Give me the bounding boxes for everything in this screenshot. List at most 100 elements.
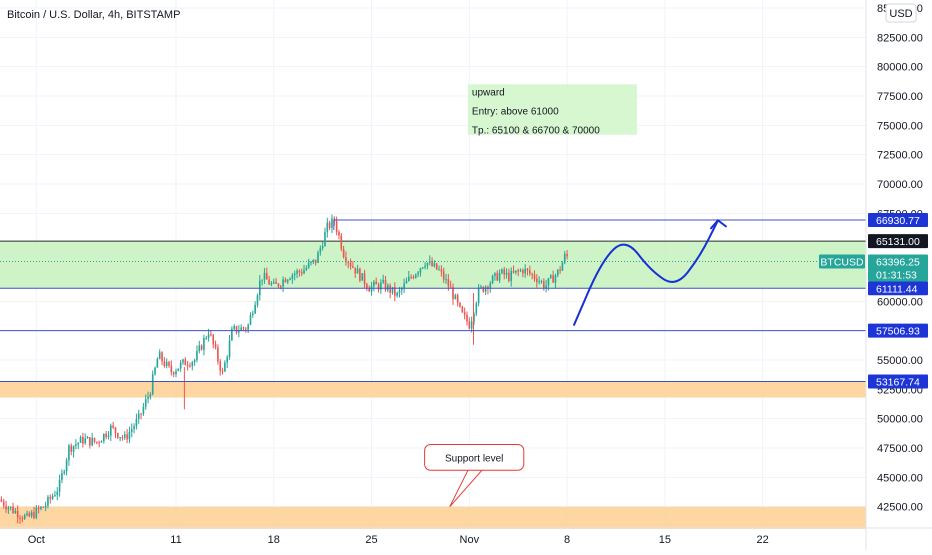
candle-body — [498, 273, 501, 281]
candle-body — [96, 441, 98, 443]
candle-body — [116, 433, 119, 438]
candle-body — [461, 306, 464, 313]
x-tick-label: 11 — [170, 534, 181, 546]
candle-body — [168, 361, 170, 366]
candle-body — [456, 295, 459, 303]
candle-body — [240, 327, 242, 331]
candle-body — [7, 507, 10, 510]
candle-body — [531, 273, 533, 275]
y-tick-label: 50000.00 — [877, 414, 923, 426]
candle-body — [161, 352, 163, 362]
candle-body — [384, 279, 387, 291]
candle-body — [501, 269, 503, 274]
candle-body — [175, 370, 177, 375]
candle-body — [459, 302, 461, 307]
candle-body — [305, 267, 308, 270]
orange-zone-lower — [0, 506, 866, 529]
note-box — [467, 84, 637, 135]
candle-body — [19, 517, 21, 519]
candle-body — [12, 506, 14, 513]
resistance-zone — [0, 241, 866, 289]
candle-body — [424, 265, 426, 268]
candle-body — [442, 271, 445, 280]
candle-body — [282, 279, 284, 287]
y-tick-label: 47500.00 — [877, 443, 923, 455]
candle-body — [182, 359, 184, 363]
candle-body — [58, 479, 61, 492]
candle-body — [26, 513, 28, 516]
x-tick-label: Nov — [460, 534, 480, 546]
candle-body — [545, 285, 547, 289]
candle-body — [158, 352, 161, 360]
candle-body — [449, 286, 452, 288]
candle-body — [293, 273, 296, 276]
candle-body — [475, 303, 478, 314]
candle-body — [317, 252, 319, 263]
candle-body — [559, 269, 561, 271]
candle-body — [165, 361, 168, 367]
candle-body — [238, 330, 240, 333]
candle-body — [245, 328, 247, 330]
candle-body — [549, 275, 552, 279]
candle-body — [119, 437, 121, 439]
candle-body — [16, 510, 19, 518]
y-tick-label: 72500.00 — [877, 150, 923, 162]
candle-body — [224, 362, 226, 372]
price-tag-61111-text: 61111.44 — [876, 283, 918, 295]
candle-body — [203, 338, 205, 350]
candle-body — [275, 282, 277, 284]
candle-body — [23, 515, 26, 519]
price-tag-53167-text: 53167.74 — [876, 376, 920, 388]
candle-body — [517, 270, 520, 272]
candle-body — [56, 491, 59, 496]
candle-body — [389, 285, 391, 293]
candle-body — [291, 275, 294, 279]
note-line: Entry: above 61000 — [472, 106, 559, 117]
candle-body — [128, 431, 131, 440]
currency-button-label[interactable]: USD — [889, 8, 912, 20]
candle-body — [410, 276, 412, 278]
candle-body — [387, 285, 389, 291]
currency-button-frame[interactable] — [885, 3, 917, 23]
candle-body — [366, 284, 368, 289]
candle-body — [186, 365, 189, 367]
candle-body — [235, 326, 238, 333]
candle-body — [563, 253, 566, 263]
candle-body — [268, 279, 270, 285]
candle-body — [40, 506, 42, 510]
candle-body — [121, 437, 124, 439]
x-tick-label: 22 — [757, 534, 769, 546]
candle-body — [296, 270, 298, 274]
candle-body — [421, 267, 424, 269]
candle-body — [407, 276, 410, 281]
candle-body — [398, 290, 401, 293]
price-tag-66930 — [868, 213, 928, 228]
candle-body — [177, 368, 180, 371]
candle-body — [9, 506, 12, 508]
candle-body — [375, 281, 378, 285]
candle-body — [363, 273, 366, 285]
currency-button[interactable]: USD — [885, 3, 917, 23]
candle-body — [342, 248, 345, 258]
note-line: Tp.: 65100 & 66700 & 70000 — [472, 125, 600, 136]
candle-body — [98, 442, 100, 444]
candle-body — [249, 315, 252, 325]
candle-body — [172, 372, 175, 375]
candle-body — [205, 337, 208, 339]
candle-body — [75, 444, 77, 446]
candle-body — [49, 496, 52, 499]
candle-body — [51, 496, 54, 499]
candle-body — [435, 263, 438, 270]
candle-body — [440, 269, 443, 272]
candle-body — [91, 437, 94, 446]
candle-body — [156, 359, 159, 368]
candle-body — [382, 279, 384, 283]
candle-body — [254, 304, 256, 314]
candle-body — [2, 501, 5, 506]
candle-body — [496, 272, 499, 281]
y-tick-label: 82500.00 — [877, 32, 923, 44]
candle-body — [510, 270, 513, 281]
candle-body — [524, 268, 527, 274]
